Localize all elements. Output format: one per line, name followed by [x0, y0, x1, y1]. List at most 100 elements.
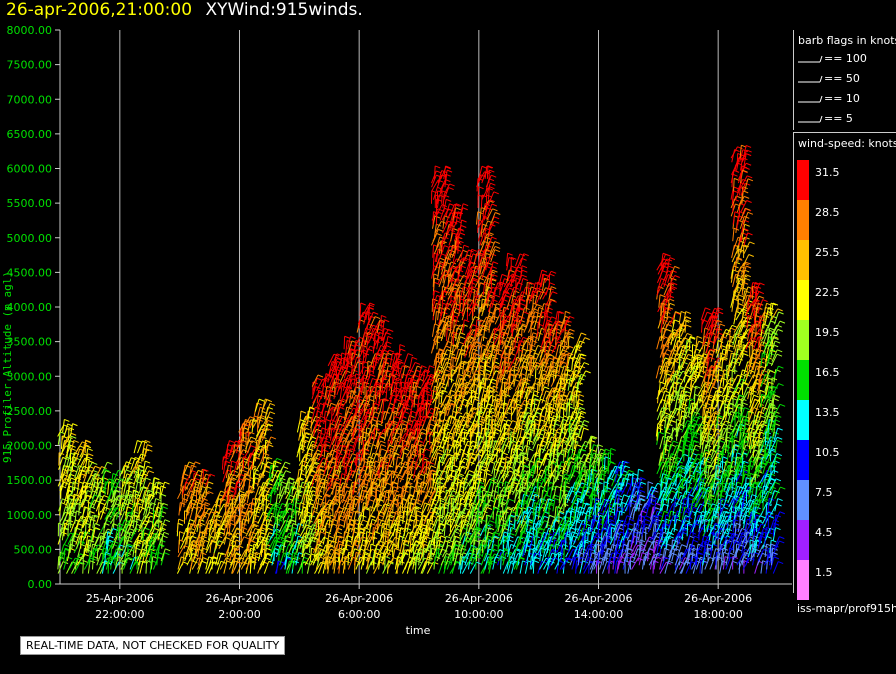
wind-barb-flag: [339, 489, 345, 493]
wind-barb: [342, 374, 349, 387]
wind-barb: [211, 556, 214, 570]
wind-barb: [216, 552, 222, 566]
wind-barb: [111, 481, 114, 495]
wind-barb: [107, 481, 110, 495]
wind-barb: [196, 519, 200, 533]
wind-barb-flag: [122, 502, 128, 506]
wind-barb-flag: [306, 514, 312, 518]
wind-barb: [447, 373, 450, 387]
wind-barb: [101, 461, 108, 475]
wind-barb: [345, 460, 348, 474]
wind-barb: [256, 537, 265, 549]
wind-barb: [357, 478, 365, 491]
wind-barb: [75, 448, 81, 462]
wind-barb: [316, 507, 324, 520]
wind-barb: [344, 470, 351, 483]
wind-barb: [249, 465, 252, 479]
wind-barb: [441, 506, 444, 520]
wind-barb: [343, 411, 349, 425]
wind-barb: [182, 465, 186, 479]
wind-barb-flag: [243, 456, 249, 460]
wind-barb: [230, 440, 236, 454]
wind-barb: [354, 398, 360, 412]
wind-barb: [268, 536, 276, 549]
wind-barb: [302, 515, 307, 529]
wind-barb: [226, 470, 234, 483]
wind-barb: [249, 528, 256, 541]
wind-barb-flag: [62, 456, 68, 460]
y-tick-label: 3500.00: [7, 336, 53, 349]
wind-barb: [214, 527, 220, 541]
wind-barb-flag: [347, 411, 354, 415]
wind-barb-flag: [348, 444, 354, 448]
wind-barb: [446, 332, 451, 346]
wind-barb-flag: [399, 344, 406, 348]
wind-barb: [334, 357, 337, 371]
wind-barb: [220, 511, 226, 524]
wind-barb: [128, 466, 136, 479]
wind-barb: [275, 494, 278, 508]
wind-barb-flag: [191, 470, 198, 474]
wind-barb-flag: [254, 510, 260, 514]
wind-barb-flag: [446, 349, 453, 353]
wind-barb-flag: [94, 465, 101, 469]
wind-barb: [295, 489, 299, 504]
wind-barb-flag: [328, 535, 334, 539]
wind-barb: [265, 403, 271, 416]
wind-barb: [261, 398, 266, 412]
wind-barb: [263, 503, 270, 516]
wind-barb: [334, 531, 338, 545]
wind-barb-flag: [285, 461, 291, 465]
wind-barb: [236, 458, 245, 470]
wind-barb: [357, 349, 364, 362]
wind-barb: [186, 523, 192, 537]
wind-barb-flag: [365, 411, 371, 415]
wind-barb: [159, 532, 165, 545]
wind-barb: [316, 437, 324, 450]
wind-barb: [320, 432, 326, 445]
wind-barb-flag: [337, 432, 343, 436]
wind-barb: [353, 373, 357, 387]
wind-barb: [302, 544, 305, 558]
wind-barb: [196, 478, 202, 491]
wind-barb: [343, 406, 348, 420]
wind-barb-flag: [336, 419, 342, 423]
wind-barb: [203, 520, 210, 533]
wind-barb-flag: [282, 466, 289, 470]
wind-barb-flag: [64, 418, 70, 422]
wind-barb: [88, 515, 93, 529]
wind-barb-flag: [147, 465, 153, 469]
wind-barb: [231, 503, 240, 516]
wind-barb: [301, 420, 309, 433]
wind-barb: [114, 478, 121, 491]
wind-barb: [332, 428, 338, 441]
wind-barb: [328, 361, 333, 375]
wind-barb: [141, 477, 147, 491]
wind-barb-flag: [364, 551, 370, 555]
wind-barb-flag: [436, 233, 442, 236]
wind-barb: [307, 490, 313, 504]
wind-barb: [238, 420, 246, 433]
wind-barb: [351, 408, 358, 421]
wind-barb-flag: [202, 557, 209, 561]
wind-barb: [357, 519, 364, 533]
wind-barb: [229, 477, 232, 491]
wind-barb: [289, 523, 294, 537]
wind-barb-flag: [300, 410, 307, 414]
wind-barb-flag: [438, 481, 444, 485]
wind-barb: [223, 523, 227, 537]
wind-barb: [122, 536, 128, 549]
wind-barb: [200, 540, 205, 553]
wind-barb: [99, 507, 106, 520]
wind-barb-flag: [92, 514, 98, 518]
wind-barb: [314, 465, 319, 479]
wind-barb-flag: [266, 428, 273, 431]
wind-barb: [189, 556, 194, 570]
wind-barb: [58, 457, 64, 470]
wind-barb-flag: [429, 365, 435, 369]
wind-barb-flag: [369, 499, 375, 503]
wind-barb: [353, 478, 359, 491]
wind-barb-flag: [266, 441, 273, 445]
wind-barb: [87, 539, 90, 553]
wind-barb-flag: [334, 448, 341, 452]
